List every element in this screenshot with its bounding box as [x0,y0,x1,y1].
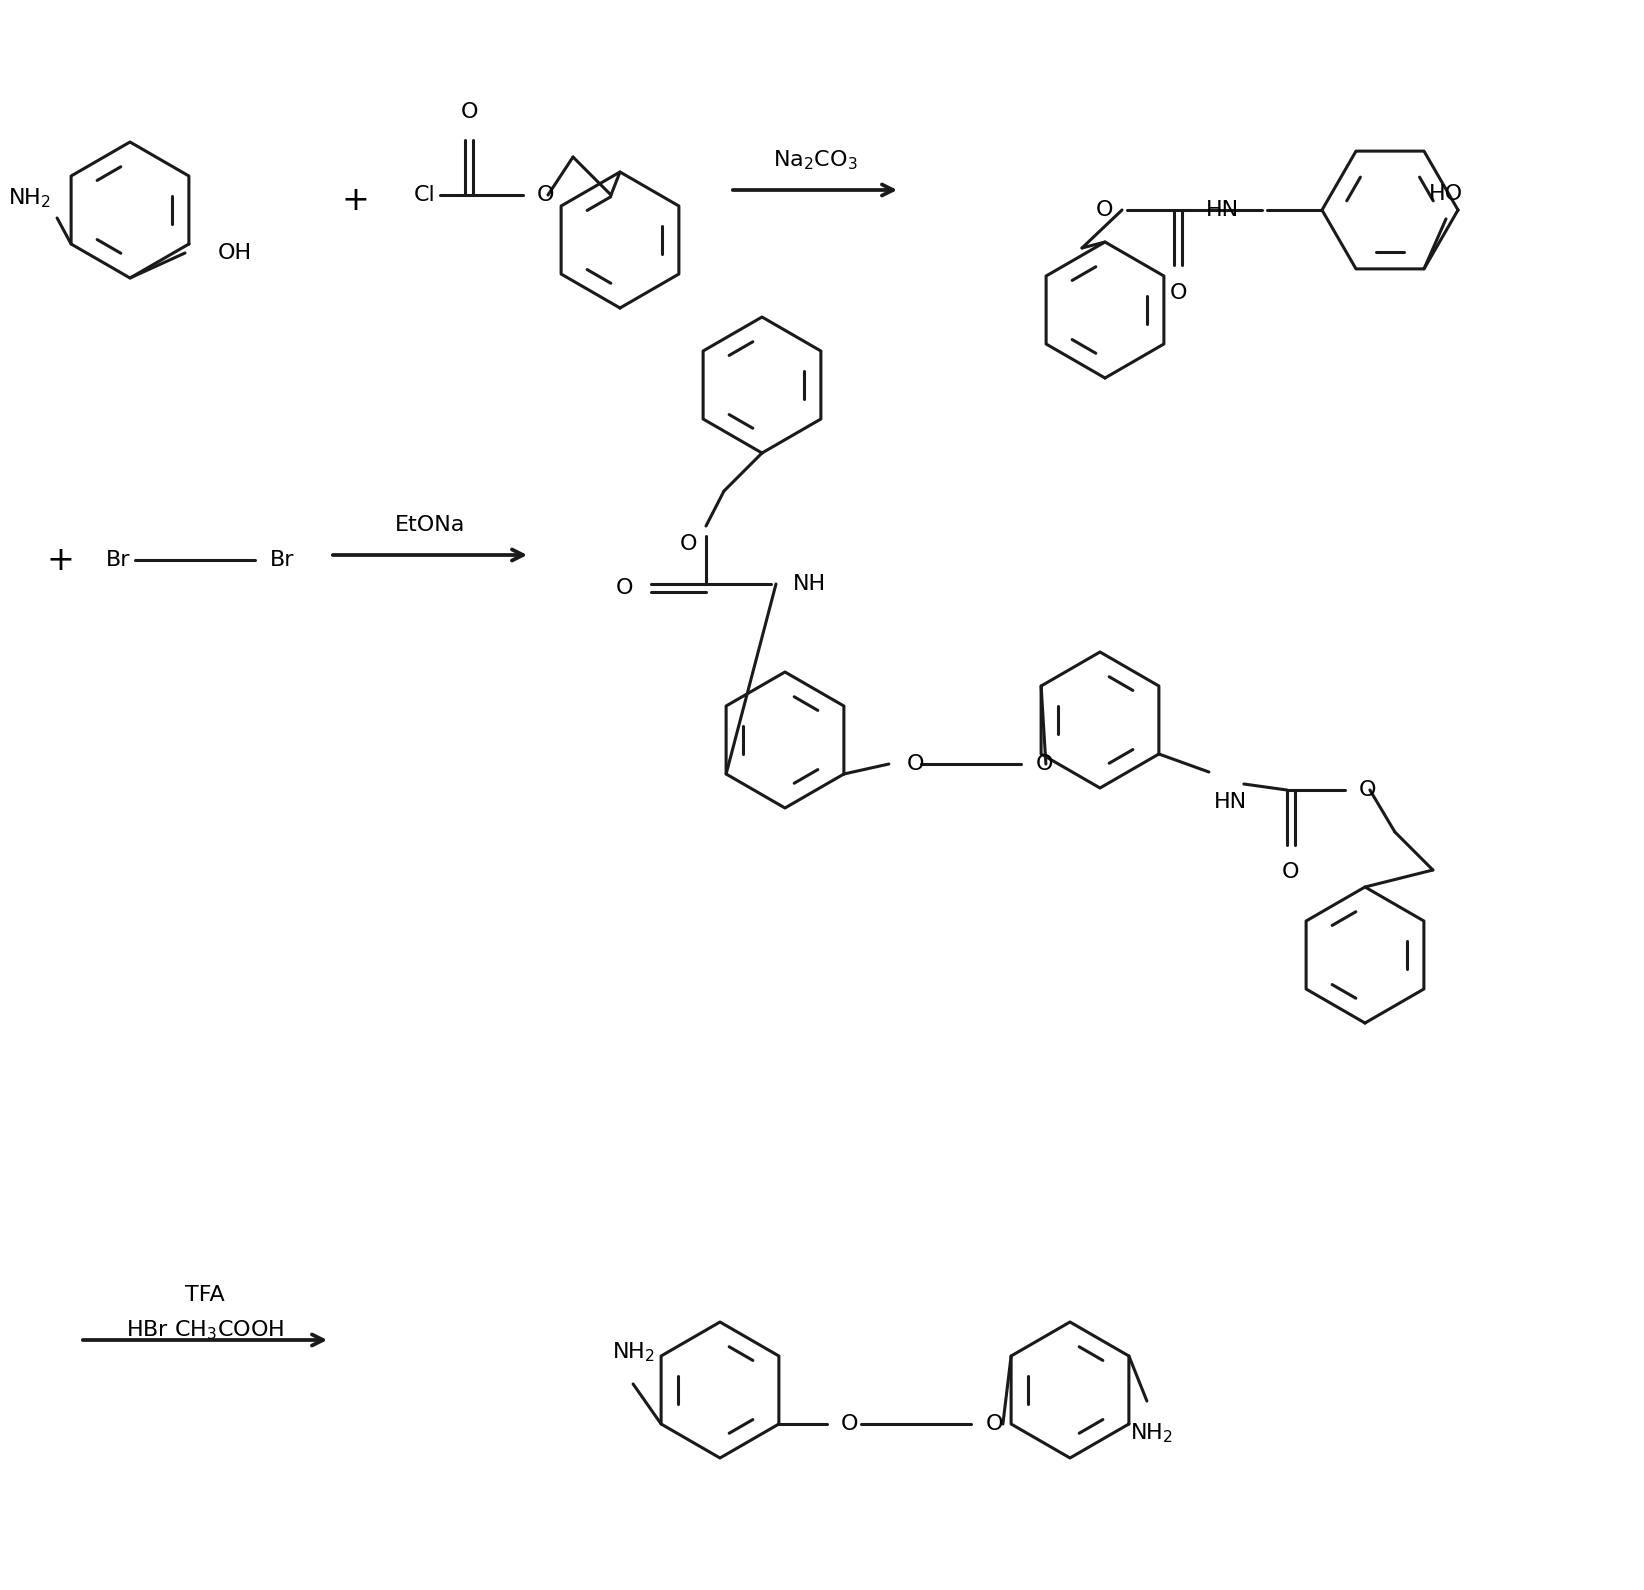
Text: NH$_2$: NH$_2$ [8,186,51,210]
Text: O: O [840,1414,858,1434]
Text: OH: OH [219,243,252,262]
Text: O: O [538,184,554,205]
Text: O: O [1036,754,1054,774]
Text: HN: HN [1213,792,1248,812]
Text: O: O [460,102,478,122]
Text: EtONa: EtONa [395,515,465,534]
Text: O: O [1282,862,1300,882]
Text: TFA: TFA [186,1285,225,1305]
Text: O: O [986,1414,1003,1434]
Text: HBr CH$_3$COOH: HBr CH$_3$COOH [127,1318,284,1342]
Text: Br: Br [270,550,294,569]
Text: O: O [679,534,697,553]
Text: NH$_2$: NH$_2$ [1131,1421,1174,1445]
Text: NH$_2$: NH$_2$ [612,1340,654,1364]
Text: O: O [1095,200,1113,219]
Text: +: + [46,544,74,577]
Text: O: O [1169,283,1187,304]
Text: Na$_2$CO$_3$: Na$_2$CO$_3$ [773,148,858,172]
Text: HN: HN [1207,200,1240,219]
Text: HO: HO [1429,184,1463,204]
Text: Cl: Cl [413,184,436,205]
Text: NH: NH [792,574,827,595]
Text: O: O [907,754,924,774]
Text: O: O [1360,781,1376,800]
Text: O: O [615,579,633,598]
Text: +: + [340,183,368,216]
Text: Br: Br [105,550,130,569]
